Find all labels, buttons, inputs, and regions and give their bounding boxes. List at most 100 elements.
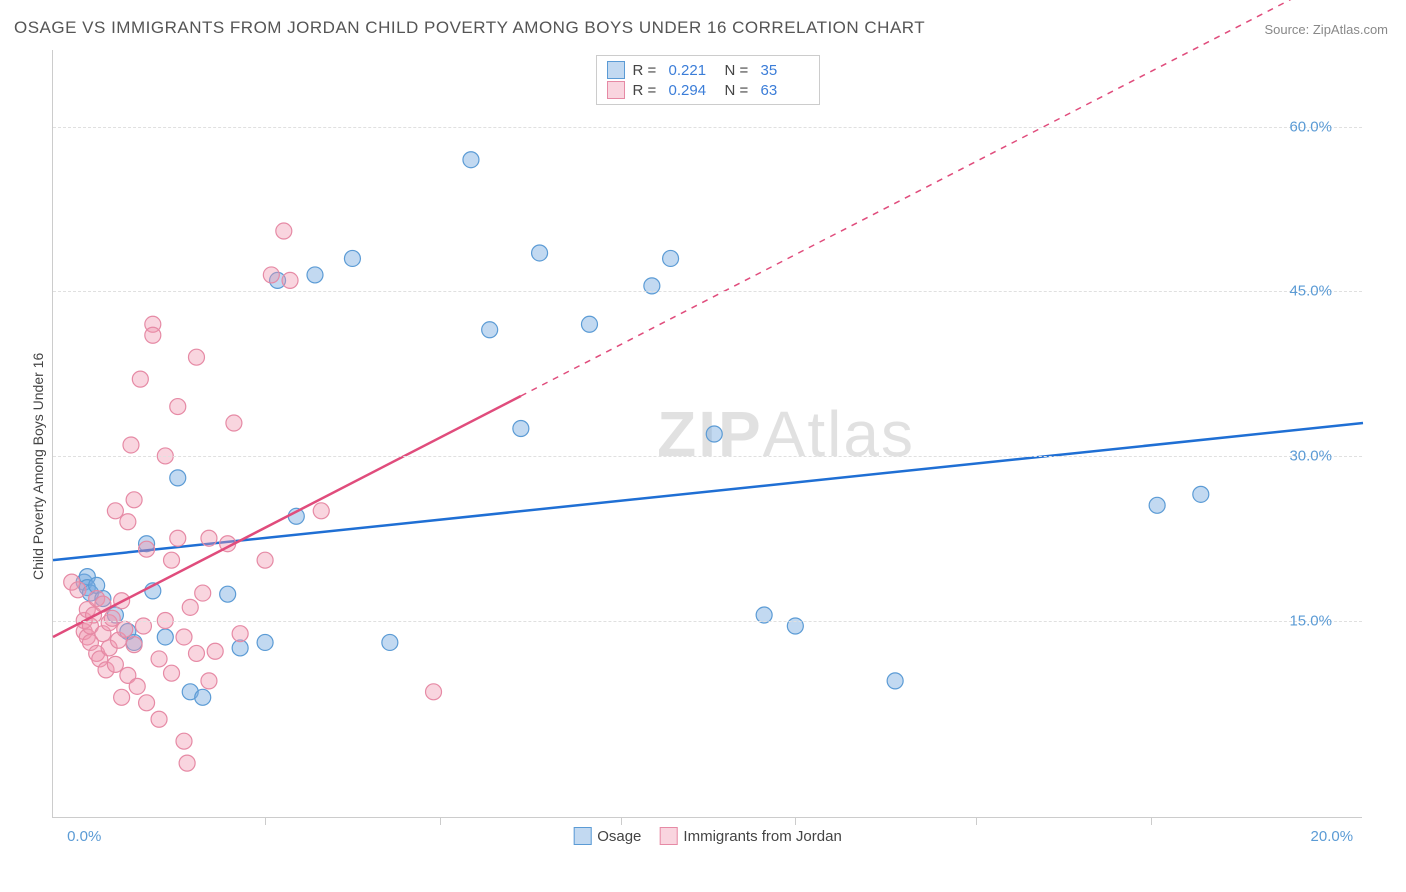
gridline [53,127,1362,128]
legend-swatch [659,827,677,845]
y-tick-label: 45.0% [1289,283,1332,300]
x-tick [976,817,977,825]
legend-r-label: R = [633,82,661,99]
scatter-point [257,634,273,650]
legend-n-label: N = [725,62,753,79]
scatter-point [1193,486,1209,502]
scatter-point [117,621,133,637]
scatter-point [157,629,173,645]
scatter-point [1149,497,1165,513]
scatter-point [182,599,198,615]
legend-r-value: 0.294 [669,82,717,99]
chart-container: OSAGE VS IMMIGRANTS FROM JORDAN CHILD PO… [0,0,1406,892]
scatter-point [706,426,722,442]
legend-series-label: Osage [597,828,641,845]
scatter-point [263,267,279,283]
scatter-point [313,503,329,519]
scatter-point [201,530,217,546]
x-tick [440,817,441,825]
scatter-point [307,267,323,283]
scatter-point [126,637,142,653]
scatter-point [663,250,679,266]
legend-top-row: R = 0.294 N = 63 [607,80,809,100]
scatter-point [120,514,136,530]
scatter-point [188,349,204,365]
scatter-point [132,371,148,387]
scatter-point [195,585,211,601]
series-legend: Osage Immigrants from Jordan [573,827,842,845]
scatter-point [581,316,597,332]
scatter-point [482,322,498,338]
x-tick-label: 0.0% [67,828,101,845]
scatter-point [151,651,167,667]
legend-r-value: 0.221 [669,62,717,79]
scatter-point [139,541,155,557]
scatter-point [463,152,479,168]
scatter-point [145,327,161,343]
scatter-point [382,634,398,650]
legend-series-label: Immigrants from Jordan [683,828,841,845]
scatter-point [176,733,192,749]
scatter-point [232,640,248,656]
legend-n-value: 63 [761,82,809,99]
scatter-point [164,552,180,568]
scatter-point [532,245,548,261]
scatter-point [70,582,86,598]
scatter-point [126,492,142,508]
scatter-point [195,689,211,705]
scatter-point [104,610,120,626]
gridline [53,291,1362,292]
correlation-legend: R = 0.221 N = 35 R = 0.294 N = 63 [596,55,820,105]
x-tick [1151,817,1152,825]
legend-bottom-item: Immigrants from Jordan [659,827,841,845]
scatter-point [107,656,123,672]
scatter-point [129,678,145,694]
scatter-point [114,689,130,705]
scatter-point [201,673,217,689]
scatter-point [220,586,236,602]
scatter-point [176,629,192,645]
legend-swatch [573,827,591,845]
legend-n-value: 35 [761,62,809,79]
y-tick-label: 60.0% [1289,118,1332,135]
scatter-point [257,552,273,568]
gridline [53,456,1362,457]
gridline [53,621,1362,622]
scatter-point [164,665,180,681]
legend-bottom-item: Osage [573,827,641,845]
scatter-point [170,399,186,415]
y-tick-label: 15.0% [1289,612,1332,629]
x-tick [795,817,796,825]
scatter-point [426,684,442,700]
scatter-point [276,223,292,239]
legend-top-row: R = 0.221 N = 35 [607,60,809,80]
scatter-point [139,695,155,711]
legend-swatch [607,81,625,99]
chart-title: OSAGE VS IMMIGRANTS FROM JORDAN CHILD PO… [14,18,925,38]
scatter-point [513,421,529,437]
scatter-point [344,250,360,266]
scatter-point [107,503,123,519]
scatter-point [207,643,223,659]
trend-line [53,423,1363,560]
scatter-point [188,645,204,661]
scatter-point [282,272,298,288]
y-tick-label: 30.0% [1289,447,1332,464]
plot-svg [53,50,1362,817]
x-tick-label: 20.0% [1311,828,1354,845]
scatter-point [123,437,139,453]
scatter-point [179,755,195,771]
scatter-point [232,626,248,642]
legend-n-label: N = [725,82,753,99]
x-tick [265,817,266,825]
legend-swatch [607,61,625,79]
plot-area: ZIPAtlas R =0.221N =35R =0.294N =63 Osag… [52,50,1362,818]
legend-r-label: R = [633,62,661,79]
scatter-point [170,470,186,486]
x-tick [621,817,622,825]
y-axis-label: Child Poverty Among Boys Under 16 [30,353,46,580]
scatter-point [151,711,167,727]
scatter-point [170,530,186,546]
source-attribution: Source: ZipAtlas.com [1264,22,1388,37]
scatter-point [887,673,903,689]
